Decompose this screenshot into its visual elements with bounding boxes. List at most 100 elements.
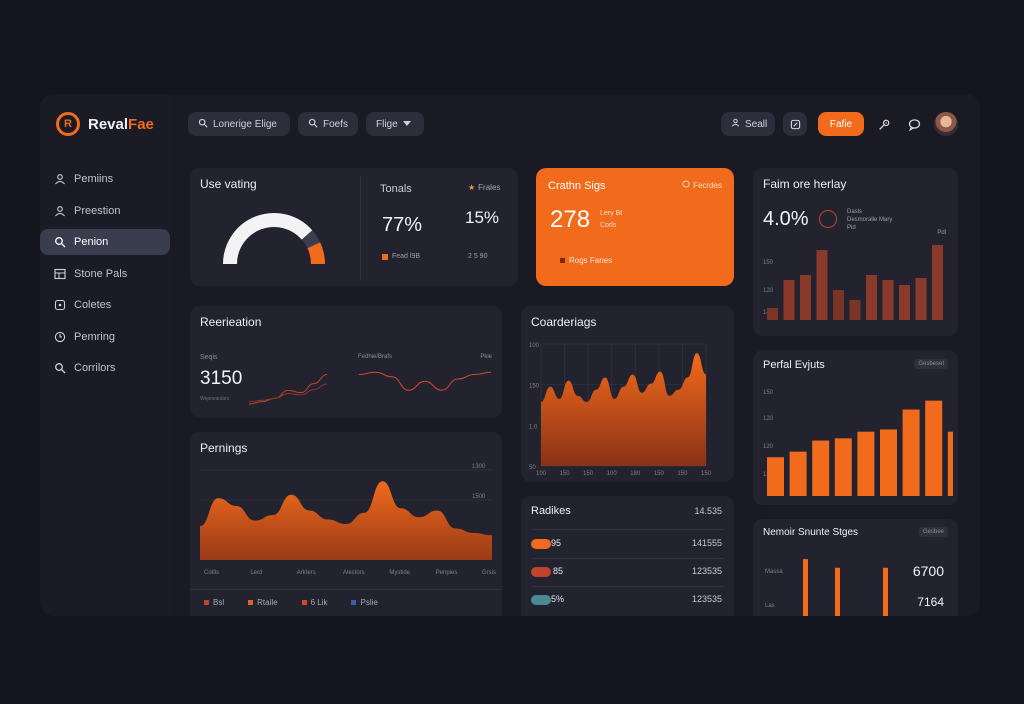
perf-bar bbox=[925, 400, 943, 496]
search-pill-label: Foefs bbox=[323, 118, 349, 130]
perf-tick: 120 bbox=[763, 444, 774, 450]
radikes-row[interactable]: 5% 123535 bbox=[531, 592, 724, 610]
legend-swatch bbox=[560, 258, 565, 263]
sidebar-item-label: Coletes bbox=[74, 299, 112, 311]
sidebar-item-pemring[interactable]: Pemring bbox=[40, 324, 170, 350]
sidebar-item-label: Pemring bbox=[74, 330, 115, 343]
gauge-fill bbox=[223, 213, 313, 265]
seal-button-label: Seall bbox=[745, 118, 768, 130]
faim-card: Faim ore herlay 4.0% Dasls Desmoralle Ma… bbox=[753, 168, 958, 336]
star-icon: ★ bbox=[468, 183, 476, 192]
perf-bar-chart bbox=[767, 400, 953, 496]
sidebar-item-pemiins[interactable]: Pemiins bbox=[40, 166, 170, 192]
sidebar-item-penion[interactable]: Penion bbox=[40, 229, 170, 255]
perf-tick: 120 bbox=[763, 416, 774, 422]
faim-bar bbox=[833, 290, 844, 320]
nemoir-bar bbox=[883, 567, 888, 616]
divider bbox=[190, 589, 502, 590]
nemoir-value-1: 6700 bbox=[912, 563, 944, 579]
frales-badge: ★ Frales bbox=[468, 183, 500, 192]
filter-label: Flige bbox=[376, 118, 398, 130]
highlight-card[interactable]: Crathn Sigs Fecrdes 278 Lery Bt Corls Ro… bbox=[536, 168, 734, 286]
x-tick-label: 150 bbox=[583, 471, 594, 477]
faim-bar bbox=[849, 300, 861, 320]
faim-bar-chart bbox=[767, 245, 943, 320]
primary-action-label: Fafie bbox=[829, 118, 853, 130]
legend-item: Pslie bbox=[351, 598, 378, 607]
recreation-value: 3150 bbox=[200, 368, 243, 389]
search-icon bbox=[54, 362, 66, 374]
legend-label: Bsl bbox=[213, 598, 225, 607]
nemoir-label-2: Las bbox=[765, 603, 775, 609]
x-tick-label: 150 bbox=[560, 471, 571, 477]
highlight-badge-label: Fecrdes bbox=[693, 180, 722, 190]
frales-badge-label: Frales bbox=[478, 183, 501, 192]
y-tick-label: 100 bbox=[529, 343, 540, 349]
chat-icon[interactable] bbox=[902, 112, 926, 136]
search-icon bbox=[308, 118, 318, 131]
legend-swatch bbox=[204, 600, 209, 605]
faim-bar bbox=[816, 250, 828, 320]
faim-bar bbox=[932, 245, 943, 320]
brand: R RevalFae bbox=[56, 112, 154, 136]
faim-bar bbox=[866, 275, 877, 320]
perf-bar bbox=[902, 409, 920, 496]
legend-item: Bsl bbox=[204, 598, 224, 607]
x-tick-label: 150 bbox=[677, 471, 688, 477]
search-pill-primary[interactable]: Lonerige Elige bbox=[188, 112, 290, 136]
recreation-right-sparkline bbox=[358, 371, 492, 391]
recreation-card: Reerieation Seqis 3150 Wepnesulars Fedhi… bbox=[190, 306, 502, 418]
x-tick-label: 150 bbox=[701, 471, 712, 477]
search-pill-secondary[interactable]: Foefs bbox=[298, 112, 358, 136]
recreation-left-label: Seqis bbox=[200, 354, 218, 361]
avatar[interactable] bbox=[934, 112, 958, 136]
y-tick-label: 1.0 bbox=[529, 424, 538, 430]
sidebar-item-label: Corrilors bbox=[74, 362, 116, 374]
clock-icon bbox=[54, 331, 66, 343]
faim-tick: 120 bbox=[763, 288, 774, 294]
sidebar-item-coletes[interactable]: Coletes bbox=[40, 292, 170, 318]
edit-icon[interactable] bbox=[783, 112, 807, 136]
sidebar-item-stone-pals[interactable]: Stone Pals bbox=[40, 261, 170, 287]
perf-bar bbox=[767, 457, 784, 496]
area-fill bbox=[541, 353, 706, 466]
pct-secondary: 15% bbox=[465, 208, 500, 227]
row-label: 85 bbox=[553, 566, 564, 576]
radikes-row[interactable]: 95 141555 bbox=[531, 536, 724, 554]
faim-bar bbox=[915, 278, 927, 320]
sparkline-left bbox=[248, 374, 328, 405]
nemoir-bar bbox=[803, 559, 808, 616]
x-tick-label: Alestors bbox=[343, 570, 365, 576]
radikes-row[interactable]: 85 123535 bbox=[531, 564, 724, 582]
pernings-card: Pernings 130015001300CotllsLerdArktersAl… bbox=[190, 432, 502, 616]
foot-left-label: Fead l9B bbox=[392, 253, 421, 260]
perf-bar bbox=[789, 451, 807, 496]
brand-logo-icon: R bbox=[56, 112, 80, 136]
radikes-card: Radikes 14.535 95 141555 85 123535 5% 12… bbox=[521, 496, 734, 616]
sidebar: R RevalFae Pemiins Preestion Penion Ston… bbox=[40, 94, 170, 616]
highlight-line2: Corls bbox=[600, 222, 617, 229]
ring-icon bbox=[819, 210, 837, 228]
sidebar-item-label: Preestion bbox=[74, 204, 121, 217]
primary-action-button[interactable]: Fafie bbox=[818, 112, 864, 136]
faim-legend-3: Pid bbox=[847, 225, 856, 231]
pin-icon[interactable] bbox=[872, 112, 896, 136]
filter-dropdown[interactable]: Flige bbox=[366, 112, 424, 136]
perf-bar bbox=[812, 440, 830, 496]
sidebar-item-preestion[interactable]: Preestion bbox=[40, 198, 170, 224]
faim-legend-2: Desmoralle Mary bbox=[847, 217, 893, 223]
faim-bar bbox=[800, 275, 811, 320]
x-tick-label: 150 bbox=[654, 471, 665, 477]
legend-item: Rtaile bbox=[248, 598, 278, 607]
legend-label: 6 Lik bbox=[310, 598, 328, 607]
seal-button[interactable]: Seall bbox=[721, 112, 775, 136]
nemoir-badge[interactable]: Gesbee bbox=[918, 527, 948, 537]
divider bbox=[531, 558, 724, 559]
use-rating-title: Use vating bbox=[200, 177, 257, 191]
recreation-right-label: Pkie bbox=[480, 354, 492, 360]
nemoir-bar-chart bbox=[803, 559, 888, 616]
sidebar-item-corrilors[interactable]: Corrilors bbox=[40, 355, 170, 381]
perf-badge[interactable]: Gesbeset bbox=[914, 359, 948, 369]
search-icon bbox=[54, 236, 66, 248]
